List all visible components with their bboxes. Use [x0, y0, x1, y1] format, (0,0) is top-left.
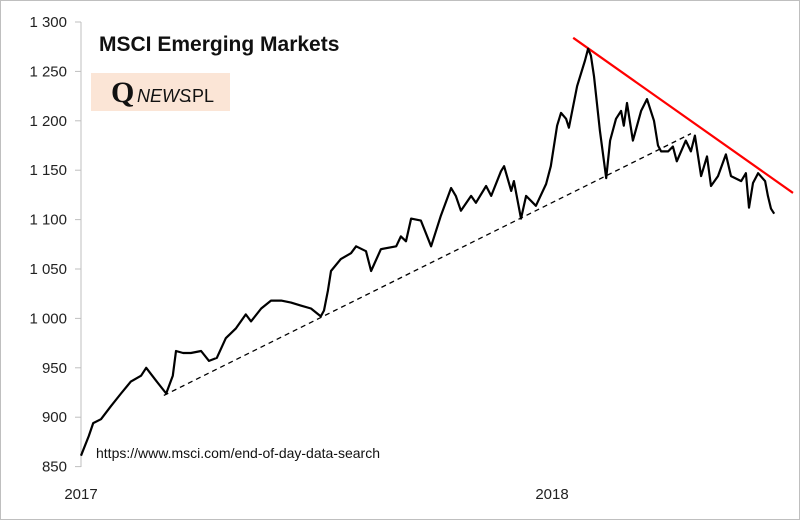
y-tick-label: 1 050 [29, 261, 67, 278]
logo-news: NEWS [137, 86, 191, 106]
y-tick-label: 1 100 [29, 212, 67, 229]
chart-title: MSCI Emerging Markets [99, 33, 340, 56]
qnews-logo: Q NEWS .PL [91, 73, 230, 111]
trendline-support [163, 133, 692, 397]
logo-pl: .PL [187, 86, 215, 106]
x-tick-label: 2018 [535, 486, 568, 503]
y-tick-label: 900 [42, 409, 67, 426]
x-tick-label: 2017 [64, 486, 97, 503]
y-tick-label: 1 200 [29, 113, 67, 130]
series-line-msci-em [79, 47, 776, 457]
source-note: https://www.msci.com/end-of-day-data-sea… [96, 445, 380, 461]
logo-q: Q [111, 76, 135, 109]
y-tick-label: 850 [42, 459, 67, 476]
y-tick-label: 1 250 [29, 63, 67, 80]
y-tick-label: 1 300 [29, 14, 67, 31]
y-tick-label: 1 000 [29, 310, 67, 327]
y-tick-label: 1 150 [29, 162, 67, 179]
y-tick-label: 950 [42, 360, 67, 377]
trendline-resistance [572, 36, 794, 194]
